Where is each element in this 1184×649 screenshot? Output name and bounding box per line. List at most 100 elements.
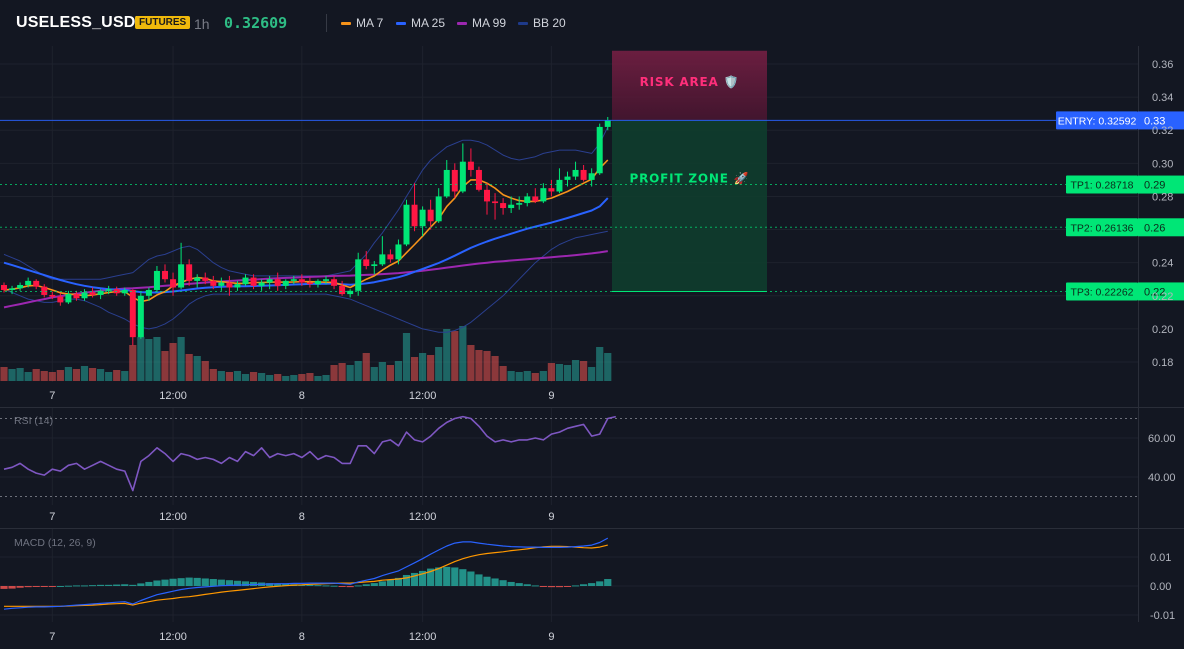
- last-price: 0.32609: [224, 14, 288, 32]
- volume-bar: [467, 345, 475, 381]
- macd-histogram-bar: [539, 586, 547, 587]
- macd-histogram-bar: [555, 586, 564, 588]
- macd-histogram-bar: [346, 586, 354, 588]
- candle: [153, 270, 160, 290]
- legend-ma25-label: MA 25: [411, 16, 446, 30]
- level-tag-bg: [1066, 175, 1138, 194]
- volume-bar: [193, 356, 201, 381]
- candle: [500, 203, 507, 209]
- volume-bar: [217, 371, 225, 381]
- legend-bb20[interactable]: BB 20: [518, 16, 566, 30]
- volume-bar: [507, 371, 515, 381]
- candle: [459, 161, 466, 192]
- candle: [266, 279, 273, 283]
- macd-histogram-bar: [378, 581, 386, 586]
- volume-bar: [515, 372, 523, 381]
- macd-histogram-bar: [330, 585, 338, 587]
- volume-bar: [266, 375, 274, 381]
- candle: [411, 204, 418, 227]
- macd-axis-label: -0.01: [1150, 610, 1175, 622]
- volume-bar: [427, 355, 435, 381]
- macd-histogram-bar: [475, 574, 483, 586]
- macd-histogram-bar: [596, 581, 604, 586]
- volume-bar: [459, 326, 467, 381]
- volume-bar: [410, 357, 419, 381]
- macd-histogram-bar: [233, 580, 242, 586]
- candle: [596, 126, 603, 174]
- macd-histogram-bar: [64, 585, 72, 587]
- rsi-title: RSI (14): [14, 415, 53, 427]
- volume-bar: [113, 370, 121, 381]
- legend-ma99[interactable]: MA 99: [457, 16, 506, 30]
- volume-bar: [604, 353, 612, 381]
- volume-bar: [16, 368, 24, 381]
- volume-bar: [169, 343, 177, 381]
- volume-bar: [499, 366, 507, 381]
- candle: [443, 169, 450, 197]
- volume-bar: [419, 353, 427, 381]
- header-divider: [326, 14, 327, 32]
- macd-histogram-bar: [137, 583, 145, 586]
- time-axis-label: 9: [548, 631, 554, 643]
- volume-bar: [547, 363, 555, 381]
- candle: [81, 292, 88, 299]
- macd-histogram-bar: [386, 579, 394, 586]
- macd-histogram-bar: [129, 584, 137, 586]
- macd-histogram-bar: [314, 585, 322, 587]
- macd-histogram-bar: [72, 585, 81, 587]
- legend-ma7[interactable]: MA 7: [341, 16, 383, 30]
- candle: [274, 279, 281, 286]
- macd-histogram-bar: [113, 584, 121, 586]
- legend-ma99-label: MA 99: [472, 16, 507, 30]
- candle: [363, 259, 370, 266]
- macd-histogram-bar: [306, 584, 314, 586]
- candle: [548, 188, 555, 192]
- macd-histogram-bar: [193, 577, 201, 586]
- candle: [194, 277, 201, 281]
- macd-histogram-bar: [161, 579, 169, 586]
- macd-histogram-bar: [8, 586, 16, 589]
- candle: [57, 296, 64, 303]
- ma25-swatch-icon: [396, 21, 406, 25]
- volume-bar: [48, 372, 56, 381]
- volume-bar: [153, 337, 161, 381]
- symbol-name[interactable]: USELESS_USDT: [16, 14, 146, 31]
- bb20-swatch-icon: [518, 21, 528, 25]
- timeframe-label[interactable]: 1h: [194, 16, 210, 32]
- candle: [492, 201, 499, 204]
- macd-histogram-bar: [354, 585, 362, 587]
- candle: [162, 270, 168, 280]
- legend-ma25[interactable]: MA 25: [396, 16, 445, 30]
- price-axis-label: 0.34: [1152, 92, 1173, 104]
- macd-histogram-bar: [145, 581, 153, 586]
- candle: [145, 289, 152, 296]
- level-tag-text: TP3: 0.22262: [1070, 286, 1133, 298]
- macd-histogram-bar: [241, 581, 250, 586]
- candle: [97, 290, 104, 295]
- time-axis-label: 12:00: [159, 511, 187, 523]
- macd-histogram-bar: [419, 570, 427, 586]
- volume-bar: [97, 369, 105, 381]
- volume-bar: [314, 376, 322, 381]
- volume-bar: [306, 373, 314, 381]
- rsi-line: [3, 415, 616, 492]
- volume-bar: [435, 347, 443, 381]
- candle: [347, 290, 354, 295]
- time-axis-label: 12:00: [159, 631, 187, 643]
- macd-histogram-bar: [56, 586, 64, 587]
- macd-histogram-bar: [209, 579, 217, 586]
- candle: [170, 279, 177, 288]
- candle: [41, 286, 48, 295]
- macd-axis-label: 0.01: [1150, 552, 1171, 564]
- macd-histogram-bar: [153, 580, 161, 586]
- macd-histogram-bar: [523, 584, 531, 586]
- volume-bar: [161, 351, 169, 381]
- time-axis-label: 12:00: [409, 390, 437, 402]
- time-axis-label: 7: [49, 390, 55, 402]
- macd-title: MACD (12, 26, 9): [14, 537, 96, 549]
- volume-bar: [72, 369, 81, 381]
- volume-bar: [145, 339, 153, 381]
- macd-histogram-bar: [370, 583, 378, 586]
- price-axis-label: 0.30: [1152, 158, 1173, 170]
